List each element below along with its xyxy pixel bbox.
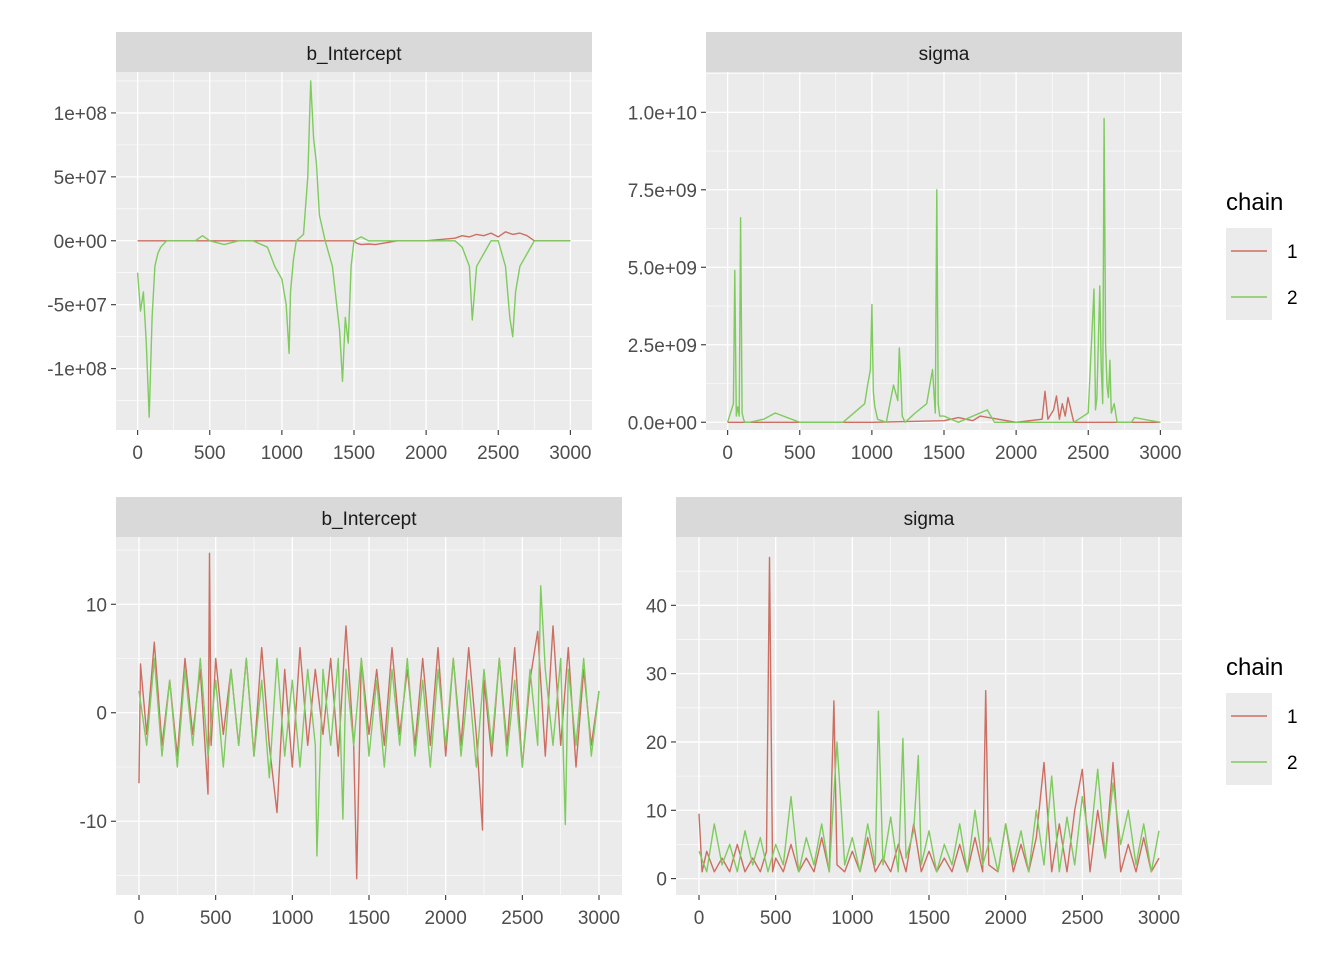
x-tick-label: 1000 [851, 443, 893, 464]
y-tick-label: 5e+07 [54, 168, 107, 189]
x-tick-label: 2500 [1061, 908, 1103, 929]
panel-top-right: sigma 0 500 1000 1500 2000 2500 3000 0.0e+00 2.… [628, 32, 1182, 464]
y-axis: 0 10 20 30 40 [646, 596, 676, 891]
panel-top-left: b_Intercept 0 500 1000 1500 2000 2500 3000 1e+… [47, 32, 592, 464]
strip-label: b_Intercept [306, 44, 402, 65]
major-grid [116, 72, 592, 430]
series-line-chain-2 [726, 117, 1161, 423]
panel-bottom-right: sigma 0 500 1000 1500 2000 2500 3000 0 10 20 30 40 [646, 497, 1182, 929]
y-tick-label: 5.0e+09 [628, 258, 697, 279]
series-layer [698, 556, 1160, 873]
strip-label: b_Intercept [321, 509, 417, 530]
y-tick-label: 2.5e+09 [628, 336, 697, 357]
strip-background [116, 497, 622, 537]
strip-background [676, 497, 1182, 537]
series-line-chain-1 [698, 556, 1160, 873]
legend-top: chain 1 2 [1226, 189, 1298, 320]
y-tick-label: 40 [646, 596, 667, 617]
strip-label: sigma [904, 509, 955, 530]
series-line-chain-2 [698, 710, 1160, 873]
x-tick-label: 1500 [923, 443, 965, 464]
legend-title: chain [1226, 189, 1283, 216]
y-tick-label: 30 [646, 665, 667, 686]
series-line-chain-2 [138, 585, 600, 857]
strip-background [706, 32, 1182, 72]
x-tick-label: 3000 [578, 908, 620, 929]
x-tick-label: 3000 [549, 443, 591, 464]
x-tick-label: 2000 [995, 443, 1037, 464]
major-grid [676, 537, 1182, 895]
x-tick-label: 500 [760, 908, 792, 929]
series-layer [138, 552, 600, 880]
x-tick-label: 0 [694, 908, 705, 929]
x-tick-label: 1500 [333, 443, 375, 464]
y-tick-label: 10 [646, 801, 667, 822]
series-line-chain-1 [138, 552, 600, 880]
x-tick-label: 2500 [1067, 443, 1109, 464]
y-axis: 10 0 -10 [80, 595, 116, 833]
x-tick-label: 2500 [501, 908, 543, 929]
x-tick-label: 2000 [405, 443, 447, 464]
legend-label-chain-1: 1 [1287, 707, 1298, 728]
x-tick-label: 0 [134, 908, 145, 929]
x-tick-label: 3000 [1138, 908, 1180, 929]
x-tick-label: 1000 [831, 908, 873, 929]
strip-background [116, 32, 592, 72]
legend-label-chain-2: 2 [1287, 753, 1298, 774]
y-tick-label: 1e+08 [54, 104, 107, 125]
legend-label-chain-2: 2 [1287, 288, 1298, 309]
strip-label: sigma [919, 44, 970, 65]
y-tick-label: 0.0e+00 [628, 413, 697, 434]
y-tick-label: 0 [96, 704, 107, 725]
x-tick-label: 1500 [348, 908, 390, 929]
x-axis: 0 500 1000 1500 2000 2500 3000 [134, 895, 620, 929]
series-layer [726, 117, 1161, 423]
x-tick-label: 0 [722, 443, 733, 464]
y-tick-label: -5e+07 [47, 296, 107, 317]
y-tick-label: 0 [656, 870, 667, 891]
y-tick-label: 7.5e+09 [628, 181, 697, 202]
series-line-chain-1 [727, 390, 1161, 423]
x-axis: 0 500 1000 1500 2000 2500 3000 [694, 895, 1180, 929]
y-tick-label: 0e+00 [54, 232, 107, 253]
x-tick-label: 500 [194, 443, 226, 464]
x-tick-label: 3000 [1139, 443, 1181, 464]
x-tick-label: 500 [200, 908, 232, 929]
y-axis: 1e+08 5e+07 0e+00 -5e+07 -1e+08 [47, 104, 116, 381]
x-tick-label: 500 [784, 443, 816, 464]
legend-label-chain-1: 1 [1287, 242, 1298, 263]
y-tick-label: -10 [80, 812, 107, 833]
x-tick-label: 1500 [908, 908, 950, 929]
y-tick-label: -1e+08 [47, 360, 107, 381]
y-axis: 0.0e+00 2.5e+09 5.0e+09 7.5e+09 1.0e+10 [628, 103, 706, 434]
x-tick-label: 2000 [425, 908, 467, 929]
y-tick-label: 1.0e+10 [628, 103, 697, 124]
x-axis: 0 500 1000 1500 2000 2500 3000 [722, 430, 1182, 464]
legend-title: chain [1226, 654, 1283, 681]
x-axis: 0 500 1000 1500 2000 2500 3000 [132, 430, 592, 464]
x-tick-label: 1000 [271, 908, 313, 929]
series-line-chain-2 [136, 80, 571, 418]
y-tick-label: 20 [646, 733, 667, 754]
series-layer [136, 80, 571, 418]
y-tick-label: 10 [86, 595, 107, 616]
x-tick-label: 1000 [261, 443, 303, 464]
x-tick-label: 2500 [477, 443, 519, 464]
x-tick-label: 0 [132, 443, 143, 464]
x-tick-label: 2000 [985, 908, 1027, 929]
legend-bottom: chain 1 2 [1226, 654, 1298, 785]
panel-bottom-left: b_Intercept 0 500 1000 1500 2000 2500 3000 10 0… [80, 497, 622, 929]
